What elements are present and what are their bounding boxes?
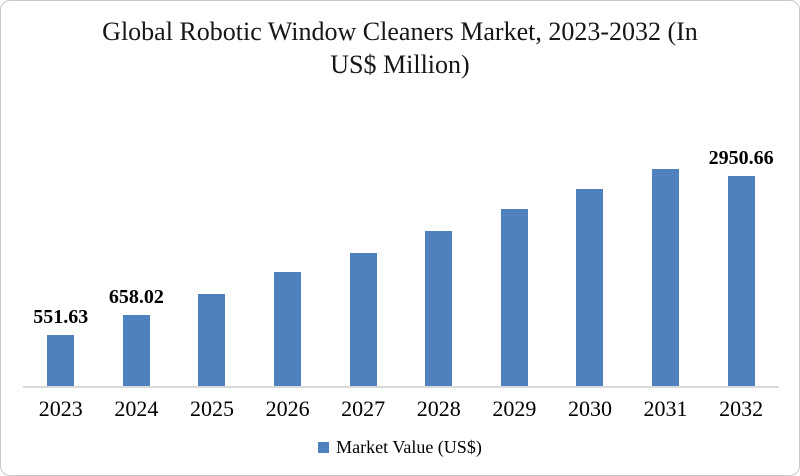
chart-title: Global Robotic Window Cleaners Market, 2…	[1, 16, 799, 81]
bar-2025	[198, 293, 226, 387]
x-tick-2031: 2031	[643, 396, 688, 421]
bar-2029	[500, 208, 528, 387]
bar-2024	[122, 315, 150, 387]
bar-slot-2026	[250, 147, 326, 387]
bars-area: 551.63 658.02 2950.66	[23, 147, 779, 387]
bar-slot-2025	[174, 147, 250, 387]
bar-2028	[425, 231, 453, 387]
x-tick-2025: 2025	[189, 396, 234, 421]
x-tick-2023: 2023	[38, 396, 83, 421]
bar-slot-2024: 658.02	[99, 147, 175, 387]
bar-slot-2030	[552, 147, 628, 387]
bar-slot-2031	[628, 147, 704, 387]
x-tick-2032: 2032	[719, 396, 764, 421]
bar-2027	[349, 253, 377, 387]
bar-2026	[274, 272, 302, 387]
x-axis-labels: 2023 2024 2025 2026 2027 2028 2029 2030 2031 2032	[23, 396, 779, 422]
bar-slot-2029	[477, 147, 553, 387]
x-axis-line	[23, 386, 779, 388]
bar-slot-2032: 2950.66	[703, 147, 779, 387]
x-tick-2024: 2024	[114, 396, 159, 421]
bar-2030	[576, 189, 604, 387]
bar-slot-2027	[325, 147, 401, 387]
bar-2031	[652, 169, 680, 387]
legend-marker-square	[318, 442, 330, 453]
x-tick-2027: 2027	[341, 396, 386, 421]
chart-title-line2: US$ Million)	[330, 49, 470, 79]
data-label-2024: 658.02	[108, 286, 164, 308]
x-tick-2028: 2028	[416, 396, 461, 421]
x-tick-2026: 2026	[265, 396, 310, 421]
bar-2032	[727, 176, 755, 387]
bar-2023	[47, 334, 75, 387]
data-label-2023: 551.63	[33, 305, 89, 328]
bar-slot-2028	[401, 147, 477, 387]
chart-title-line1: Global Robotic Window Cleaners Market, 2…	[102, 17, 698, 46]
x-tick-2030: 2030	[567, 396, 612, 421]
legend-label: Market Value (US$)	[336, 437, 482, 457]
bar-slot-2023: 551.63	[23, 147, 99, 387]
data-label-2032: 2950.66	[708, 147, 774, 169]
legend: Market Value (US$)	[1, 437, 799, 458]
x-tick-2029: 2029	[492, 396, 537, 421]
